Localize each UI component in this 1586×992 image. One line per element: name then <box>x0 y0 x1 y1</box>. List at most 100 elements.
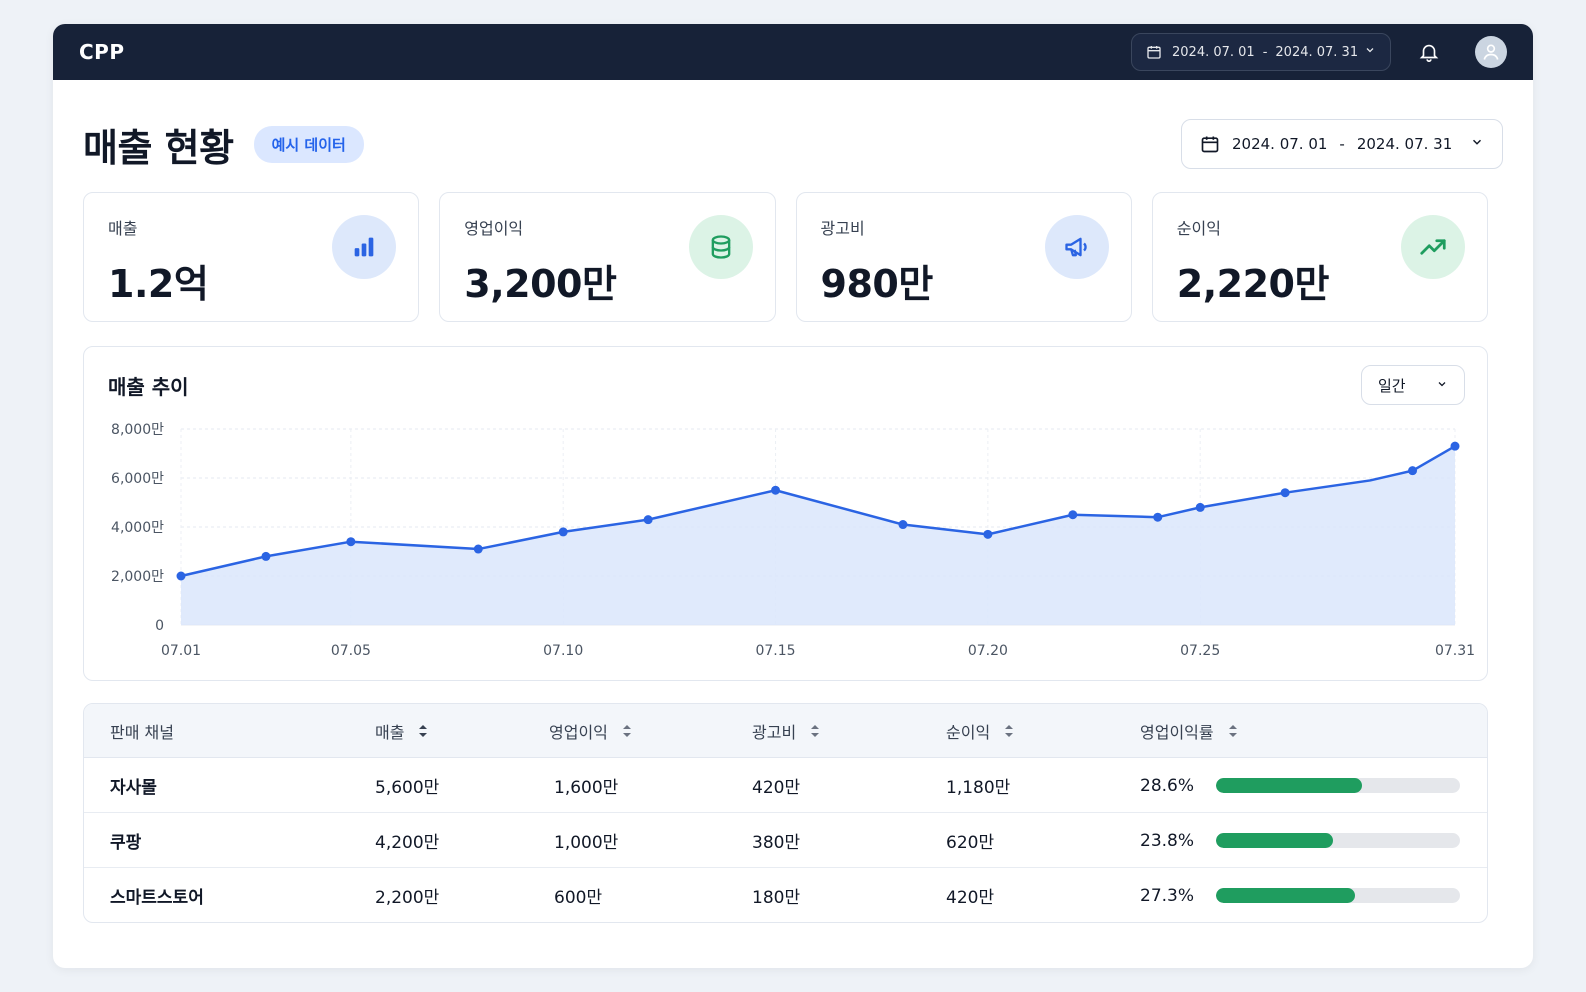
cell-margin: 27.3% <box>1140 868 1194 923</box>
header-channel: 판매 채널 <box>110 704 174 758</box>
cell-ad-cost: 420만 <box>752 758 800 813</box>
topbar-actions: 2024. 07. 01 - 2024. 07. 31 <box>1131 33 1507 71</box>
y-tick-label: 2,000만 <box>111 569 164 585</box>
cell-margin: 23.8% <box>1140 813 1194 868</box>
y-tick-label: 6,000만 <box>111 471 164 487</box>
sample-data-badge: 예시 데이터 <box>254 126 364 163</box>
cell-operating-profit: 600만 <box>554 868 602 923</box>
top-bar: CPP 2024. 07. 01 - 2024. 07. 31 <box>53 24 1533 80</box>
kpi-cards: 매출 1.2억 영업이익 3,200만 광고비 980만 순이익 2,220만 <box>83 192 1488 322</box>
header-ad-cost[interactable]: 광고비 <box>752 704 820 758</box>
header-operating-profit[interactable]: 영업이익 <box>549 704 632 758</box>
page-header: 매출 현황 예시 데이터 2024. 07. 01 - 2024. 07. 31 <box>83 116 1503 172</box>
sales-trend-card: 매출 추이 일간 0 2,000만 4,000만 6,000만 8,000만 07.01 0… <box>83 346 1488 681</box>
x-tick-label: 07.25 <box>1180 643 1220 659</box>
chevron-down-icon <box>1364 44 1376 60</box>
sort-icon[interactable] <box>1004 724 1014 738</box>
cell-net-profit: 1,180만 <box>946 758 1010 813</box>
data-point <box>1196 503 1205 512</box>
topbar-date-end: 2024. 07. 31 <box>1275 45 1358 60</box>
y-tick-label: 4,000만 <box>111 520 164 536</box>
cell-ad-cost: 380만 <box>752 813 800 868</box>
data-point <box>1451 442 1460 451</box>
margin-progress-fill <box>1216 888 1355 903</box>
chevron-down-icon <box>1470 135 1484 153</box>
bell-icon[interactable] <box>1417 40 1441 64</box>
trending-up-icon <box>1401 215 1465 279</box>
cell-sales: 5,600만 <box>375 758 439 813</box>
avatar[interactable] <box>1475 36 1507 68</box>
data-point <box>983 530 992 539</box>
data-point <box>1281 488 1290 497</box>
cell-net-profit: 620만 <box>946 813 994 868</box>
data-point <box>898 520 907 529</box>
data-point <box>261 552 270 561</box>
header-sales[interactable]: 매출 <box>375 704 428 758</box>
margin-progress-fill <box>1216 778 1362 793</box>
margin-progress-bar <box>1216 778 1460 793</box>
kpi-card-net-profit: 순이익 2,220만 <box>1152 192 1488 322</box>
table-row[interactable]: 쿠팡 4,200만 1,000만 380만 620만 23.8% <box>84 813 1487 868</box>
data-point <box>177 572 186 581</box>
margin-progress-bar <box>1216 833 1460 848</box>
topbar-date-range-picker[interactable]: 2024. 07. 01 - 2024. 07. 31 <box>1131 33 1391 71</box>
cell-sales: 2,200만 <box>375 868 439 923</box>
x-tick-label: 07.05 <box>331 643 371 659</box>
x-tick-label: 07.01 <box>161 643 201 659</box>
table-row[interactable]: 자사몰 5,600만 1,600만 420만 1,180만 28.6% <box>84 758 1487 813</box>
kpi-card-sales: 매출 1.2억 <box>83 192 419 322</box>
database-icon <box>689 215 753 279</box>
date-range-picker[interactable]: 2024. 07. 01 - 2024. 07. 31 <box>1181 119 1503 169</box>
x-tick-label: 07.15 <box>755 643 795 659</box>
kpi-card-operating-profit: 영업이익 3,200만 <box>439 192 775 322</box>
calendar-icon <box>1146 44 1162 60</box>
header-net-profit[interactable]: 순이익 <box>946 704 1014 758</box>
x-tick-label: 07.10 <box>543 643 583 659</box>
app-window: CPP 2024. 07. 01 - 2024. 07. 31 매출 현황 <box>53 24 1533 968</box>
calendar-icon <box>1200 134 1220 154</box>
data-point <box>1408 466 1417 475</box>
data-point <box>346 537 355 546</box>
data-point <box>644 515 653 524</box>
cell-channel: 쿠팡 <box>110 813 141 868</box>
sales-trend-chart: 0 2,000만 4,000만 6,000만 8,000만 07.01 07.05 07.10… <box>84 347 1487 680</box>
x-tick-label: 07.20 <box>968 643 1008 659</box>
cell-channel: 자사몰 <box>110 758 157 813</box>
date-end: 2024. 07. 31 <box>1357 135 1452 153</box>
table-row[interactable]: 스마트스토어 2,200만 600만 180만 420만 27.3% <box>84 868 1487 923</box>
topbar-date-separator: - <box>1263 45 1268 60</box>
sort-icon[interactable] <box>810 724 820 738</box>
y-tick-label: 8,000만 <box>111 422 164 438</box>
page-title: 매출 현황 <box>83 117 234 172</box>
table-header: 판매 채널 매출 영업이익 광고비 순이익 영업이익률 <box>84 704 1487 758</box>
series-area <box>181 446 1455 625</box>
kpi-card-ad-cost: 광고비 980만 <box>796 192 1132 322</box>
margin-progress-bar <box>1216 888 1460 903</box>
cell-ad-cost: 180만 <box>752 868 800 923</box>
cell-operating-profit: 1,600만 <box>554 758 618 813</box>
header-operating-margin[interactable]: 영업이익률 <box>1140 704 1238 758</box>
cell-channel: 스마트스토어 <box>110 868 204 923</box>
cell-operating-profit: 1,000만 <box>554 813 618 868</box>
date-start: 2024. 07. 01 <box>1232 135 1327 153</box>
brand-logo[interactable]: CPP <box>79 40 125 64</box>
bar-chart-icon <box>332 215 396 279</box>
data-point <box>1068 510 1077 519</box>
date-separator: - <box>1339 135 1344 153</box>
data-point <box>1153 513 1162 522</box>
cell-sales: 4,200만 <box>375 813 439 868</box>
topbar-date-start: 2024. 07. 01 <box>1172 45 1255 60</box>
data-point <box>474 545 483 554</box>
channel-table: 판매 채널 매출 영업이익 광고비 순이익 영업이익률 자사몰 5,600만 1… <box>83 703 1488 923</box>
y-tick-label: 0 <box>155 618 164 634</box>
margin-progress-fill <box>1216 833 1333 848</box>
cell-margin: 28.6% <box>1140 758 1194 813</box>
sort-icon[interactable] <box>1228 724 1238 738</box>
data-point <box>559 527 568 536</box>
data-point <box>771 486 780 495</box>
megaphone-icon <box>1045 215 1109 279</box>
x-tick-label: 07.31 <box>1435 643 1475 659</box>
sort-icon[interactable] <box>418 724 428 738</box>
cell-net-profit: 420만 <box>946 868 994 923</box>
sort-icon[interactable] <box>622 724 632 738</box>
